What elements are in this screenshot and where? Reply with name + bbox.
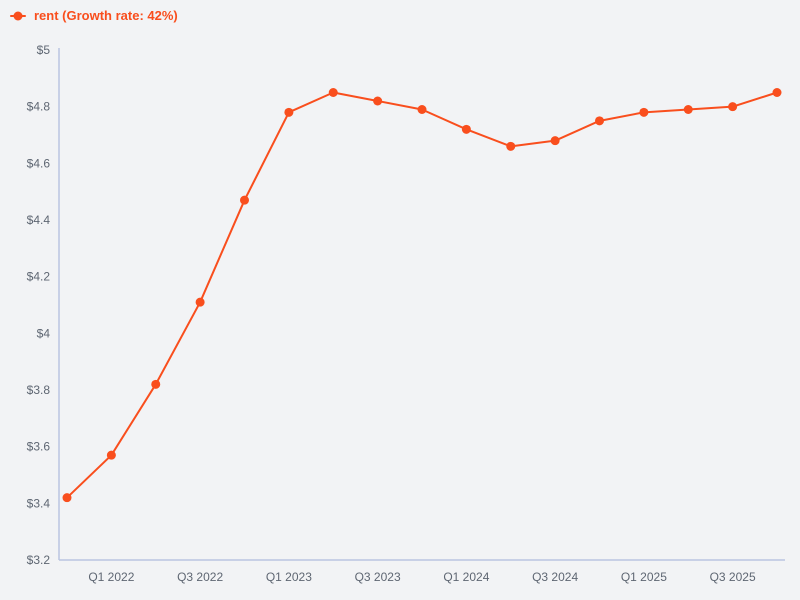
data-point[interactable] bbox=[328, 88, 338, 97]
x-axis-tick-label: Q1 2022 bbox=[88, 570, 134, 584]
y-axis-tick-label: $4 bbox=[37, 326, 51, 340]
data-point[interactable] bbox=[373, 96, 383, 106]
data-point[interactable] bbox=[595, 116, 604, 126]
y-axis-tick-label: $4.6 bbox=[27, 156, 51, 170]
y-axis-tick-label: $4.4 bbox=[27, 213, 51, 227]
legend-item-rent[interactable]: rent (Growth rate: 42%) bbox=[10, 8, 178, 23]
legend-dot-icon bbox=[13, 11, 23, 20]
data-point[interactable] bbox=[151, 379, 161, 389]
y-axis-tick-label: $3.8 bbox=[27, 383, 51, 397]
y-axis-tick-label: $3.4 bbox=[27, 496, 51, 510]
x-axis-tick-label: Q3 2022 bbox=[177, 570, 223, 584]
data-point[interactable] bbox=[772, 88, 782, 97]
series-line-rent bbox=[66, 91, 778, 499]
data-point[interactable] bbox=[728, 102, 738, 112]
data-point[interactable] bbox=[683, 105, 693, 114]
data-point[interactable] bbox=[461, 124, 471, 134]
data-point[interactable] bbox=[284, 107, 294, 117]
y-axis-tick-label: $5 bbox=[37, 43, 51, 57]
x-axis-tick-label: Q3 2024 bbox=[532, 570, 578, 584]
data-point[interactable] bbox=[639, 107, 649, 117]
data-point[interactable] bbox=[240, 195, 249, 205]
x-axis-tick-label: Q3 2023 bbox=[355, 570, 401, 584]
data-point[interactable] bbox=[550, 136, 560, 146]
data-point[interactable] bbox=[506, 141, 516, 151]
data-point[interactable] bbox=[195, 297, 205, 307]
x-axis-tick-label: Q1 2025 bbox=[621, 570, 667, 584]
x-axis-tick-label: Q1 2023 bbox=[266, 570, 312, 584]
y-axis-tick-label: $4.8 bbox=[27, 100, 51, 114]
legend-line-marker bbox=[10, 11, 26, 20]
y-axis-tick-label: $3.6 bbox=[27, 440, 51, 454]
data-point[interactable] bbox=[62, 493, 72, 503]
x-axis-tick-label: Q1 2024 bbox=[443, 570, 489, 584]
y-axis-tick-label: $4.2 bbox=[27, 270, 51, 284]
legend-label: rent (Growth rate: 42%) bbox=[34, 8, 178, 23]
data-point[interactable] bbox=[417, 105, 427, 114]
y-axis-tick-label: $3.2 bbox=[27, 553, 51, 567]
data-point[interactable] bbox=[106, 450, 116, 460]
x-axis-tick-label: Q3 2025 bbox=[710, 570, 756, 584]
